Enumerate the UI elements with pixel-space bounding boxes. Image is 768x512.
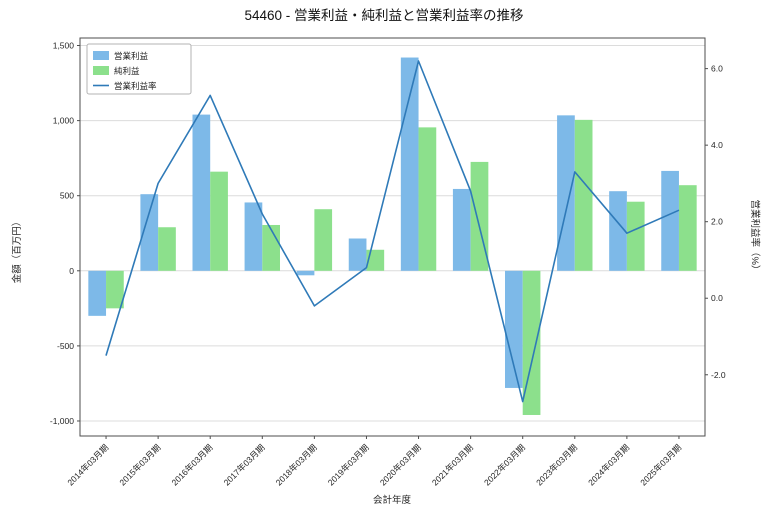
y-left-axis-label: 金額（百万円）: [11, 217, 23, 284]
bar-net-profit: [366, 249, 385, 271]
x-tick-label: 2025年03月期: [638, 442, 683, 487]
y-left-tick-label: 0: [69, 266, 74, 276]
x-tick-label: 2022年03月期: [482, 442, 527, 487]
y-right-axis-label: 営業利益率（%）: [749, 200, 761, 275]
bar-operating-profit: [296, 270, 315, 276]
y-left-tick-label: -1,000: [50, 416, 74, 426]
bar-operating-profit: [661, 170, 679, 271]
bar-operating-profit: [400, 57, 419, 271]
legend-box: [86, 43, 192, 95]
bar-net-profit: [262, 224, 280, 271]
bar-net-profit: [158, 227, 176, 271]
y-left-tick-label: 500: [60, 191, 74, 201]
plot-area: 1,500 1,000 500 0 -500 -1,000 6.0 4.0 2.0 0.0 -2.0…: [50, 37, 726, 488]
x-tick-label: 2014年03月期: [65, 442, 110, 487]
x-tick-label: 2020年03月期: [378, 442, 423, 487]
bar-operating-profit: [192, 114, 211, 271]
bar-operating-profit: [244, 202, 263, 271]
x-tick-label: 2021年03月期: [430, 442, 475, 487]
x-tick-label: 2023年03月期: [534, 442, 579, 487]
y-right-tick-label: 4.0: [711, 140, 723, 150]
bar-operating-profit: [88, 270, 107, 316]
y-left-tick-label: 1,500: [53, 41, 75, 51]
x-tick-label: 2017年03月期: [222, 442, 267, 487]
legend-label: 純利益: [114, 66, 140, 76]
bar-net-profit: [574, 119, 593, 271]
x-tick-label: 2015年03月期: [117, 442, 162, 487]
legend-label: 営業利益: [114, 51, 149, 61]
x-axis-label: 会計年度: [373, 494, 412, 506]
bar-operating-profit: [452, 188, 471, 271]
y-right-tick-label: -2.0: [711, 370, 726, 380]
plot-border: [79, 37, 706, 437]
bar-net-profit: [314, 209, 333, 271]
y-left-tick-label: 1,000: [53, 116, 75, 126]
bar-net-profit: [106, 270, 124, 309]
x-tick-label: 2019年03月期: [326, 442, 371, 487]
legend-swatch: [93, 66, 109, 75]
legend-swatch: [93, 51, 109, 60]
x-tick-label: 2024年03月期: [586, 442, 631, 487]
bar-operating-profit: [505, 270, 523, 388]
x-tick-label: 2018年03月期: [274, 442, 319, 487]
bar-net-profit: [418, 127, 437, 271]
y-right-tick-label: 6.0: [711, 64, 723, 74]
bar-net-profit: [678, 185, 697, 271]
x-tick-label: 2016年03月期: [169, 442, 214, 487]
y-left-tick-label: -500: [57, 341, 74, 351]
bar-operating-profit: [140, 194, 159, 271]
bar-operating-profit: [557, 115, 575, 271]
plot-background: [80, 38, 705, 436]
y-right-tick-label: 2.0: [711, 217, 723, 227]
y-right-tick-label: 0.0: [711, 293, 723, 303]
bar-operating-profit: [348, 238, 367, 271]
legend-label: 営業利益率: [114, 81, 157, 91]
chart-title: 54460 - 営業利益・純利益と営業利益率の推移: [244, 7, 523, 23]
bar-net-profit: [210, 171, 228, 271]
bar-operating-profit: [609, 191, 627, 271]
bar-net-profit: [626, 201, 645, 271]
profit-margin-line: [105, 60, 680, 403]
